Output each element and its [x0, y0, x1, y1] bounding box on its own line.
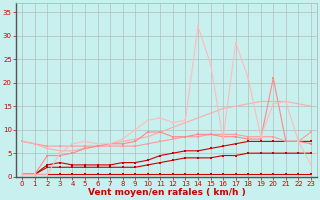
X-axis label: Vent moyen/en rafales ( km/h ): Vent moyen/en rafales ( km/h )	[88, 188, 245, 197]
